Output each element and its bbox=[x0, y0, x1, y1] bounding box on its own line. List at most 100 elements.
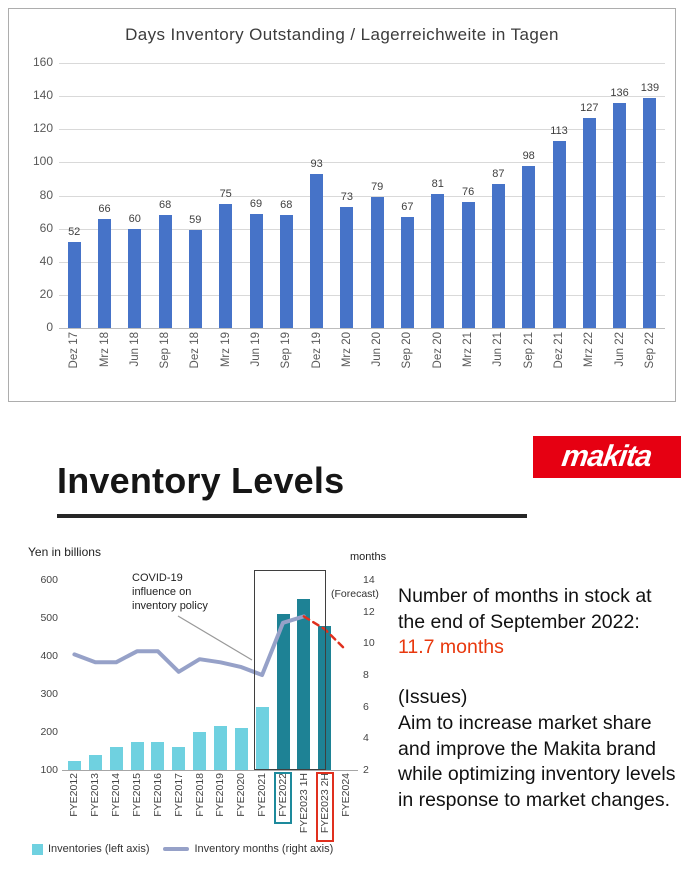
legend-label-inventories: Inventories (left axis) bbox=[48, 843, 150, 855]
left-tick-label: 100 bbox=[40, 764, 58, 776]
x-tick-label: Sep 18 bbox=[159, 332, 172, 369]
inventory-bar bbox=[193, 732, 207, 770]
x-tick-label: Dez 18 bbox=[189, 332, 202, 369]
slide-title: Inventory Levels bbox=[57, 460, 345, 501]
right-tick-label: 2 bbox=[363, 764, 369, 776]
x-tick-label: Jun 19 bbox=[250, 332, 262, 367]
inventory-bar bbox=[88, 754, 102, 770]
gridline bbox=[59, 96, 665, 98]
x-tick-label: Dez 19 bbox=[310, 332, 323, 369]
x-tick-label: Mrz 21 bbox=[462, 332, 475, 368]
highlight-rect bbox=[254, 570, 326, 770]
x-tick-label: FYE2017 bbox=[172, 773, 185, 817]
left-tick-label: 400 bbox=[40, 650, 58, 662]
x-tick-label: FYE2013 bbox=[89, 773, 102, 817]
tick-label-box bbox=[274, 772, 292, 824]
bar bbox=[67, 241, 81, 328]
bar-value-label: 75 bbox=[219, 187, 232, 200]
left-axis-title: Yen in billions bbox=[28, 545, 101, 559]
bar-value-label: 66 bbox=[98, 202, 111, 215]
x-tick-label: FYE2014 bbox=[110, 773, 123, 817]
chart-title: Days Inventory Outstanding / Lagerreichw… bbox=[125, 25, 559, 44]
x-tick-label: Sep 22 bbox=[643, 332, 656, 369]
right-tick-label: 6 bbox=[363, 700, 369, 713]
bar bbox=[552, 140, 566, 328]
bar bbox=[431, 193, 445, 328]
x-tick-label: Jun 18 bbox=[128, 332, 141, 367]
bar bbox=[400, 217, 414, 328]
bar bbox=[522, 165, 536, 328]
right-tick-label: 10 bbox=[363, 637, 375, 650]
days-inventory-plot: 0 20 40 60 80 100 120 140 160 52 Dez 17 66 Mrz 18 60 J… bbox=[9, 9, 675, 401]
right-tick-label: 4 bbox=[363, 732, 369, 745]
x-tick-label: Sep 21 bbox=[522, 332, 535, 369]
right-tick-label: 12 bbox=[363, 605, 375, 618]
x-tick-label: FYE2020 bbox=[235, 773, 248, 817]
x-tick-label: FYE2012 bbox=[68, 773, 81, 817]
x-tick-label: Mrz 22 bbox=[583, 332, 596, 368]
days-inventory-chart-card: Days Inventory Outstanding / Lagerreichw… bbox=[8, 8, 676, 402]
y-tick-label: 40 bbox=[39, 253, 53, 268]
bar-value-label: 79 bbox=[371, 181, 384, 194]
forecast-label: (Forecast) bbox=[331, 588, 379, 600]
x-tick-label: Sep 20 bbox=[401, 332, 414, 369]
bar-value-label: 81 bbox=[431, 177, 444, 190]
bar-value-label: 76 bbox=[461, 186, 475, 199]
gridline bbox=[59, 328, 665, 329]
notes-panel: Number of months in stock at the end of … bbox=[398, 584, 684, 814]
x-tick-label: FYE2016 bbox=[151, 773, 164, 817]
bar-value-label: 67 bbox=[401, 201, 414, 213]
x-tick-label: Mrz 20 bbox=[340, 332, 353, 368]
bar-value-label: 52 bbox=[68, 225, 81, 238]
bar bbox=[158, 215, 172, 328]
bar bbox=[98, 218, 111, 328]
y-tick-label: 20 bbox=[39, 286, 53, 301]
bar-value-label: 93 bbox=[310, 158, 323, 170]
bar-value-label: 98 bbox=[522, 149, 535, 162]
issues-text: (Issues) Aim to increase market share an… bbox=[398, 685, 684, 814]
legend-item-inventory-months: Inventory months (right axis) bbox=[163, 843, 333, 855]
chart-legend: Inventories (left axis) Inventory months… bbox=[32, 843, 402, 855]
x-tick-label: Jun 21 bbox=[492, 332, 505, 367]
left-tick-label: 200 bbox=[40, 726, 58, 738]
bar-value-label: 59 bbox=[189, 214, 202, 227]
legend-item-inventories: Inventories (left axis) bbox=[32, 843, 149, 855]
bar bbox=[279, 215, 293, 328]
bar bbox=[582, 117, 596, 328]
x-tick-label: FYE2024 bbox=[339, 773, 352, 817]
x-axis-line bbox=[62, 770, 358, 771]
x-tick-label: Dez 21 bbox=[553, 332, 565, 369]
bar-value-label: 136 bbox=[610, 86, 629, 99]
gridline bbox=[59, 294, 665, 296]
x-tick-label: Jun 22 bbox=[613, 332, 626, 367]
x-tick-label: Dez 17 bbox=[68, 332, 81, 369]
x-tick-label: Jun 20 bbox=[371, 332, 384, 367]
months-in-stock-text: Number of months in stock at the end of … bbox=[398, 584, 684, 661]
x-tick-label: FYE2018 bbox=[193, 773, 206, 817]
bar bbox=[491, 183, 505, 328]
issues-title: (Issues) bbox=[398, 686, 468, 709]
bar bbox=[219, 203, 233, 328]
bar bbox=[613, 102, 627, 329]
gridline bbox=[59, 162, 665, 164]
gridline bbox=[59, 261, 665, 263]
x-tick-label: FYE2015 bbox=[131, 773, 143, 817]
x-tick-label: Dez 20 bbox=[431, 332, 444, 369]
inventory-bar bbox=[255, 707, 269, 770]
bar-value-label: 87 bbox=[492, 167, 505, 180]
bar-value-label: 127 bbox=[580, 101, 599, 114]
left-tick-label: 600 bbox=[40, 574, 58, 586]
gridline bbox=[59, 195, 665, 197]
bar-value-label: 139 bbox=[640, 81, 660, 94]
x-tick-label: Mrz 19 bbox=[219, 332, 232, 368]
inventories-swatch-icon bbox=[32, 843, 43, 855]
y-tick-label: 100 bbox=[32, 154, 53, 169]
left-tick-label: 300 bbox=[40, 688, 58, 700]
y-tick-label: 60 bbox=[39, 220, 53, 235]
bar-value-label: 73 bbox=[340, 191, 354, 204]
inventory-bar bbox=[109, 747, 123, 770]
bar bbox=[128, 228, 142, 328]
bar-value-label: 68 bbox=[280, 199, 293, 212]
inventory-bar bbox=[172, 747, 186, 770]
inventory-bar bbox=[67, 760, 81, 770]
